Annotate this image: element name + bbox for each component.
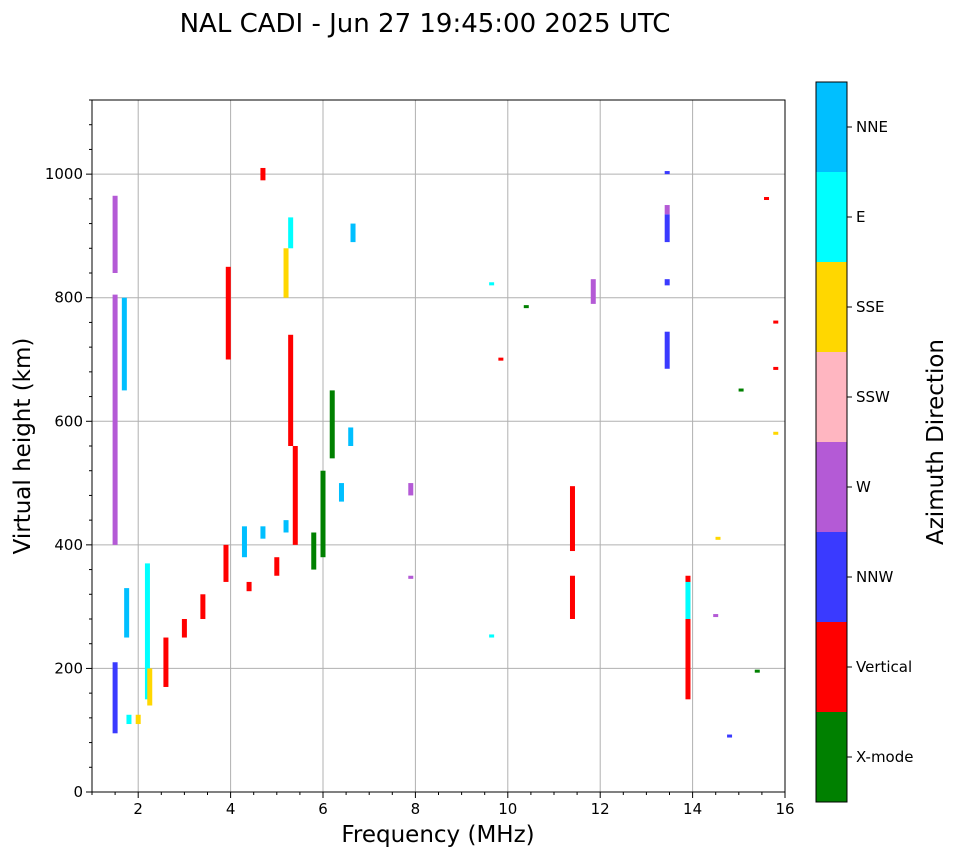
echo-mark (112, 294, 118, 545)
echo-mark (144, 563, 150, 700)
x-axis-ticks: 2 4 6 8 10 12 14 16 (91, 792, 795, 818)
echo-mark (773, 320, 779, 324)
x-tick-label: 2 (133, 800, 143, 818)
echo-mark (727, 734, 733, 738)
echo-mark (348, 427, 354, 446)
x-axis-label: Frequency (MHz) (341, 822, 534, 848)
echo-mark (664, 331, 670, 369)
echo-mark (664, 171, 670, 175)
colorbar-tick-label: NNE (856, 118, 888, 136)
echo-mark (754, 669, 760, 673)
colorbar-tick-label: Vertical (856, 658, 912, 676)
y-tick-label: 0 (73, 783, 83, 801)
y-tick-label: 600 (54, 412, 83, 430)
echo-mark (523, 305, 529, 309)
y-axis-ticks: 0 200 400 600 800 1000 (45, 99, 92, 801)
colorbar: X-mode Vertical NNW W SSW SSE E NNE (815, 81, 913, 803)
echo-mark (288, 334, 294, 446)
echo-mark (126, 714, 132, 725)
echo-mark (112, 195, 118, 273)
echo-mark (685, 581, 691, 619)
echo-mark (569, 486, 575, 552)
echo-mark (590, 279, 596, 304)
echo-mark (274, 557, 280, 576)
echo-mark (320, 470, 326, 558)
colorbar-tick-label: SSE (856, 298, 885, 316)
echo-mark (112, 662, 118, 734)
echo-mark (738, 388, 744, 392)
echo-mark (408, 483, 414, 496)
echo-mark (121, 297, 127, 391)
colorbar-label: Azimuth Direction (923, 339, 949, 545)
plot-frame (91, 99, 786, 793)
x-tick-label: 12 (591, 800, 610, 818)
colorbar-segment (816, 172, 847, 262)
echo-mark (715, 536, 721, 540)
echo-mark (764, 197, 770, 201)
x-tick-label: 10 (498, 800, 517, 818)
echo-mark (350, 223, 356, 243)
y-tick-label: 800 (54, 289, 83, 307)
data-marks (112, 167, 779, 738)
x-tick-label: 4 (226, 800, 236, 818)
colorbar-tick-label: NNW (856, 568, 893, 586)
y-tick-label: 400 (54, 536, 83, 554)
echo-mark (664, 279, 670, 286)
echo-mark (163, 637, 169, 687)
colorbar-segment (816, 442, 847, 532)
colorbar-tick-label: E (856, 208, 865, 226)
echo-mark (135, 714, 141, 725)
echo-mark (292, 446, 298, 545)
echo-mark (223, 544, 229, 582)
x-tick-label: 8 (411, 800, 421, 818)
echo-mark (713, 614, 719, 618)
colorbar-tick-label: W (856, 478, 871, 496)
colorbar-segment (816, 532, 847, 622)
echo-mark (408, 575, 414, 579)
echo-mark (489, 282, 495, 286)
echo-mark (329, 390, 335, 459)
colorbar-segment (816, 622, 847, 712)
echo-mark (181, 619, 187, 638)
echo-mark (283, 248, 289, 298)
colorbar-frame (815, 81, 848, 803)
echo-mark (311, 532, 317, 570)
colorbar-tick-label: X-mode (856, 748, 913, 766)
echo-mark (260, 526, 266, 539)
colorbar-segment (816, 712, 847, 802)
echo-mark (147, 668, 153, 706)
echo-mark (124, 588, 130, 638)
echo-mark (283, 520, 289, 533)
echo-mark (685, 575, 691, 700)
y-tick-label: 200 (54, 659, 83, 677)
echo-mark (288, 217, 294, 249)
x-tick-label: 16 (775, 800, 794, 818)
echo-mark (489, 634, 495, 638)
echo-mark (338, 483, 344, 502)
echo-mark (225, 266, 231, 360)
colorbar-segment (816, 352, 847, 442)
echo-mark (241, 526, 247, 558)
colorbar-segment (816, 262, 847, 352)
echo-mark (200, 594, 206, 619)
echo-mark (569, 575, 575, 619)
y-tick-label: 1000 (45, 165, 83, 183)
y-axis-label: Virtual height (km) (10, 338, 36, 555)
echo-mark (664, 205, 670, 215)
echo-mark (773, 431, 779, 435)
echo-mark (498, 357, 504, 361)
echo-mark (260, 167, 266, 181)
colorbar-tick-label: SSW (856, 388, 890, 406)
echo-mark (246, 581, 252, 592)
echo-mark (773, 366, 779, 370)
grid (92, 100, 786, 793)
x-tick-label: 14 (683, 800, 702, 818)
echo-mark (664, 214, 670, 243)
x-tick-label: 6 (318, 800, 328, 818)
colorbar-segment (816, 82, 847, 172)
chart-title: NAL CADI - Jun 27 19:45:00 2025 UTC (180, 9, 671, 39)
